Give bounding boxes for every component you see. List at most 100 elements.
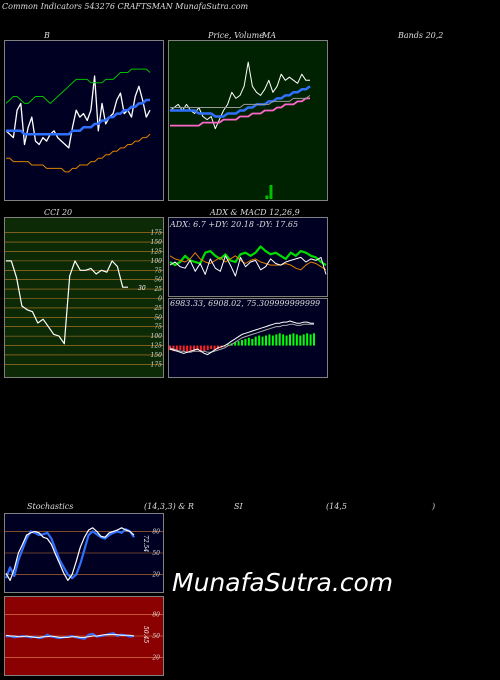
bb-upper-line — [5, 68, 151, 104]
stoch-label-b: (14,3,3) & R — [144, 502, 194, 511]
macd-histogram-bar — [261, 336, 264, 346]
bollinger-panel — [4, 40, 164, 201]
macd-histogram-bar — [175, 345, 178, 352]
macd-histogram-bar — [292, 333, 295, 346]
panel-background — [168, 40, 328, 201]
macd-histogram-bar — [309, 334, 312, 346]
cci-line — [6, 260, 128, 345]
macd-histogram-bar — [193, 345, 195, 352]
adx-chart — [168, 217, 328, 297]
cci-tick-label: 100 — [151, 333, 163, 340]
macd-values: 6983.33, 6908.02, 75.309999999999 — [170, 299, 321, 308]
macd-histogram-bar — [244, 338, 247, 346]
adx-DI-line — [169, 245, 327, 267]
rsi-chart: 80 50 20 50.45 — [4, 596, 164, 676]
stoch-d-line — [5, 527, 135, 582]
price-label-a: Price, Volume — [208, 31, 264, 40]
macd-histogram-bar — [206, 345, 209, 351]
volume-bar — [265, 195, 269, 199]
price-volume-chart — [168, 40, 328, 201]
cci-tick-label: 150 — [151, 352, 163, 359]
macd-histogram-bar — [258, 335, 261, 346]
cci-chart: 175 150 125 100 75 50 25 0 25 50 75 100 125 150 175 30 — [4, 217, 164, 378]
adx-title: ADX & MACD 12,26,9 — [210, 208, 300, 217]
cci-tick-label: 150 — [151, 239, 163, 246]
macd-histogram-bar — [186, 345, 189, 353]
pv-ma-mid-line — [170, 97, 310, 127]
macd-histogram-bar — [306, 333, 309, 346]
cci-tick-label: 75 — [154, 267, 162, 274]
rsi-tick-label: 20 — [151, 655, 160, 662]
macd-histogram-bar — [265, 335, 267, 346]
cci-tick-label: 50 — [154, 277, 162, 284]
rsi-value-label: 50.45 — [142, 626, 149, 643]
macd-histogram-bar — [227, 344, 230, 346]
cci-label: CCI 20 — [44, 208, 73, 217]
panel-background — [4, 217, 164, 378]
macd-histogram-bar — [251, 338, 254, 346]
watermark: MunafaSutra.com — [172, 568, 394, 597]
macd-histogram-bar — [289, 334, 291, 346]
macd-histogram-bar — [295, 334, 298, 346]
macd-histogram-bar — [223, 345, 226, 347]
cci-tick-label: 50 — [154, 314, 162, 321]
macd-histogram-bar — [172, 345, 175, 352]
cci-tick-label: 125 — [151, 248, 163, 255]
bollinger-chart — [4, 40, 164, 201]
cci-tick-label: 25 — [153, 286, 162, 293]
macd-line — [169, 320, 314, 356]
price-panel — [168, 40, 328, 201]
macd-histogram-bar — [179, 345, 182, 351]
macd-histogram-bar — [203, 345, 206, 352]
volume-bar — [269, 185, 273, 199]
macd-histogram-bar — [241, 340, 243, 346]
stoch-tick-label: 50 — [152, 550, 160, 557]
macd-histogram-bar — [196, 345, 199, 351]
stoch-label-c: SI — [234, 502, 243, 511]
stoch-label-e: ) — [432, 502, 436, 511]
macd-histogram-bar — [199, 345, 202, 353]
pv-close-line — [169, 61, 310, 130]
pv-ma-short-line — [170, 85, 311, 118]
price-label-b: MA — [262, 31, 276, 40]
stoch-tick-label: 20 — [151, 572, 160, 579]
macd-histogram-bar — [299, 335, 302, 346]
cci-tick-label: 25 — [153, 305, 162, 312]
rsi-tick-label: 50 — [152, 633, 160, 640]
stochastics-chart: 80 50 20 72.54 — [4, 513, 164, 593]
cci-tick-label: 100 — [151, 258, 163, 265]
rsi-line — [5, 632, 135, 640]
bands-label-b: Bands 20,2 — [398, 31, 444, 40]
macd-histogram-bar — [237, 341, 240, 346]
cci-panel: 175 150 125 100 75 50 25 0 25 50 75 100 125 150 175 30 — [4, 217, 164, 378]
macd-chart — [168, 298, 328, 378]
macd-histogram-bar — [247, 337, 250, 346]
macd-histogram-bar — [234, 342, 237, 346]
macd-histogram-bar — [285, 335, 288, 346]
macd-histogram-bar — [189, 345, 192, 352]
adx-DI-line — [169, 252, 327, 271]
macd-histogram-bar — [275, 334, 278, 346]
panel-background — [4, 40, 164, 201]
rsi-smooth-line — [5, 634, 135, 638]
cci-tick-label: 0 — [158, 296, 162, 303]
stoch-value-label: 72.54 — [142, 535, 149, 552]
macd-histogram-bar — [210, 345, 213, 349]
macd-histogram-bar — [302, 334, 305, 346]
adx-values: ADX: 6.7 +DY: 20.18 -DY: 17.65 — [170, 220, 299, 229]
stochastics-panel: 80 50 20 72.54 — [4, 513, 164, 593]
macd-histogram-bar — [313, 333, 315, 346]
stoch-tick-label: 80 — [152, 528, 160, 535]
macd-histogram-bar — [278, 333, 281, 346]
macd-panel: 6983.33, 6908.02, 75.309999999999 — [168, 298, 328, 378]
bands-label-a: B — [44, 31, 50, 40]
pv-ma-long-line — [170, 94, 311, 108]
cci-tick-label: 125 — [151, 343, 163, 350]
bb-close-line — [5, 75, 151, 149]
header-title: Common Indicators 543276 CRAFTSMAN Munaf… — [2, 2, 249, 11]
stoch-label-a: Stochastics — [27, 502, 74, 511]
bb-lower-line — [6, 133, 151, 173]
bb-middle-line — [6, 98, 150, 136]
cci-tick-label: 175 — [151, 361, 163, 368]
adx-ADX-line — [169, 255, 327, 277]
